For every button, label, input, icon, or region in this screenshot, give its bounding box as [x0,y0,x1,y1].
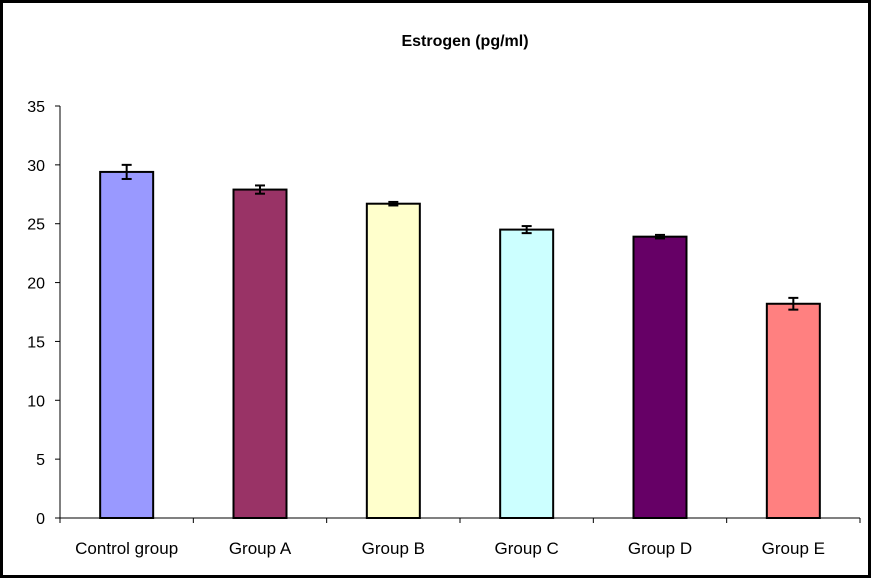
y-tick-label: 5 [36,452,45,469]
bar [365,202,421,519]
x-category-label: Group A [229,539,292,558]
y-tick-label: 10 [27,393,45,410]
axis-labels: 0 5 10 15 20 25 30 35 Control group Group A Group … [27,99,825,558]
y-tick-label: 20 [27,276,45,293]
bar [232,188,288,519]
x-category-label: Group E [762,539,825,558]
bars [99,170,821,520]
y-tick-label: 25 [27,217,45,234]
bar [499,228,555,519]
x-category-label: Group D [628,539,692,558]
bar [99,170,155,519]
y-tick-label: 15 [27,334,45,351]
x-category-label: Group C [495,539,559,558]
bar [632,235,688,519]
bar [765,302,821,520]
x-category-label: Control group [75,539,178,558]
x-category-label: Group B [362,539,425,558]
axes [55,105,861,523]
error-bars [121,163,799,311]
y-tick-label: 0 [36,511,45,528]
chart-title: Estrogen (pg/ml) [401,33,528,50]
y-tick-label: 30 [27,158,45,175]
y-tick-label: 35 [27,99,45,116]
